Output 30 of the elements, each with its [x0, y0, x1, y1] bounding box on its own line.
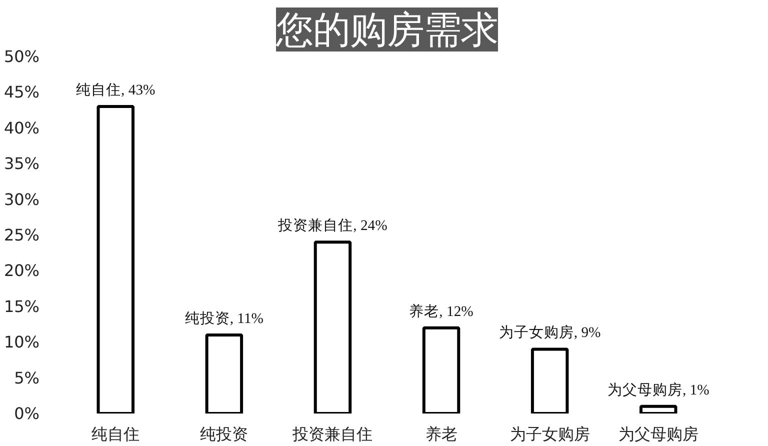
x-tick-label: 为父母购房	[618, 424, 698, 444]
data-label: 纯投资, 11%	[184, 310, 264, 327]
bar	[96, 104, 134, 414]
bar	[314, 240, 352, 414]
bar	[640, 404, 678, 414]
y-tick-label: 50%	[4, 47, 40, 66]
y-tick-label: 25%	[4, 226, 40, 244]
data-label: 养老, 12%	[409, 302, 474, 320]
y-tick-label: 35%	[4, 154, 40, 174]
x-tick-label: 养老	[425, 424, 458, 444]
x-tick-label: 纯自住	[92, 424, 140, 444]
y-tick-label: 45%	[4, 82, 40, 102]
y-tick-label: 15%	[4, 296, 40, 316]
bar	[205, 333, 244, 414]
y-tick-label: 5%	[14, 368, 40, 388]
x-tick-label: 投资兼自住	[292, 424, 373, 444]
data-label: 投资兼自住, 24%	[277, 217, 388, 234]
y-tick-label: 20%	[4, 261, 40, 280]
data-label: 为父母购房, 1%	[607, 381, 710, 398]
x-tick-label: 为子女购房	[510, 424, 590, 444]
bar	[530, 348, 569, 414]
y-tick-label: 30%	[4, 190, 40, 209]
data-label: 纯自住, 43%	[76, 81, 156, 98]
bar	[422, 326, 460, 414]
x-tick-label: 纯投资	[200, 424, 248, 444]
chart-title: 您的购房需求	[275, 8, 498, 52]
y-tick-label: 10%	[4, 332, 40, 352]
data-label: 为子女购房, 9%	[498, 324, 601, 342]
y-tick-label: 0%	[14, 404, 40, 423]
y-tick-label: 40%	[4, 118, 40, 138]
